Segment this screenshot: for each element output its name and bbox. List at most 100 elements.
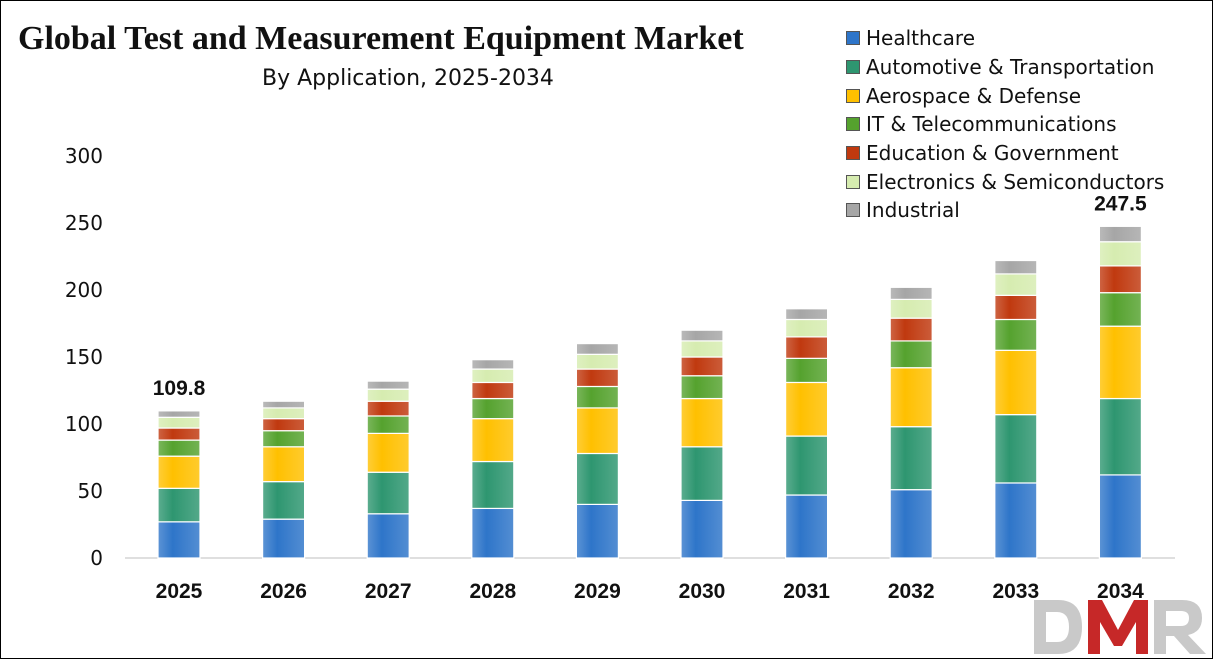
x-tick-label: 2027 <box>365 580 412 603</box>
bar-segment <box>1098 325 1143 400</box>
chart-subtitle: By Application, 2025-2034 <box>262 66 554 91</box>
bar-segment <box>994 273 1038 296</box>
legend-item: Education & Government <box>846 139 1164 168</box>
dmr-logo <box>1034 600 1206 654</box>
legend-label: Electronics & Semiconductors <box>866 169 1165 194</box>
bar-segment <box>366 380 410 390</box>
bar-segment <box>471 397 515 420</box>
bar-segment <box>784 435 829 496</box>
legend-swatch <box>846 31 860 46</box>
x-tick-label: 2033 <box>992 580 1039 603</box>
bar-segment <box>784 381 829 437</box>
bar-segment <box>994 349 1038 416</box>
bar-segment <box>575 503 620 559</box>
bar-segment <box>471 507 515 559</box>
y-tick-label: 150 <box>65 345 103 369</box>
bar-segment <box>680 329 724 342</box>
bar-segment <box>994 482 1038 559</box>
x-tick-label: 2026 <box>260 580 307 603</box>
bar-segment <box>262 400 306 409</box>
bar-segment <box>262 481 306 520</box>
bar-segment <box>784 494 829 559</box>
bar-segment <box>1098 241 1143 267</box>
legend-item: Automotive & Transportation <box>846 53 1164 82</box>
data-label: 109.8 <box>153 377 206 400</box>
bar-segment <box>784 357 829 384</box>
bar-segment <box>784 336 829 359</box>
bar-segment <box>575 407 620 455</box>
x-tick-label: 2029 <box>574 580 621 603</box>
y-tick-label: 300 <box>65 144 103 168</box>
bar-segment <box>680 397 724 448</box>
bar-segment <box>157 416 201 429</box>
x-tick-label: 2025 <box>156 580 203 603</box>
x-tick-label: 2034 <box>1097 580 1144 603</box>
bar-segment <box>366 400 410 417</box>
bar-segment <box>680 375 724 400</box>
bar-segment <box>889 340 933 369</box>
bar-segment <box>680 356 724 377</box>
bar-segment <box>1098 292 1143 327</box>
bar-segment <box>157 521 201 559</box>
legend-item: Aerospace & Defense <box>846 81 1164 110</box>
y-tick-label: 200 <box>65 278 103 302</box>
bar-segment <box>889 317 933 342</box>
bar-segment <box>262 430 306 448</box>
legend-swatch <box>846 88 860 103</box>
y-tick-label: 100 <box>65 412 103 436</box>
bar-segment <box>366 513 410 559</box>
legend-label: Automotive & Transportation <box>866 55 1155 80</box>
bar-segment <box>1098 265 1143 294</box>
bar-segment <box>575 385 620 409</box>
x-tick-label: 2031 <box>783 580 830 603</box>
legend: Healthcare Automotive & Transportation Aer… <box>846 24 1164 225</box>
legend-item: Healthcare <box>846 24 1164 53</box>
bar-segment <box>889 367 933 428</box>
legend-label: Healthcare <box>866 26 976 51</box>
data-label: 247.5 <box>1094 192 1147 215</box>
bar-segment <box>575 452 620 506</box>
bar-segment <box>680 446 724 501</box>
bar-segment <box>366 432 410 473</box>
bar-segment <box>575 343 620 355</box>
y-tick-label: 50 <box>78 479 103 503</box>
legend-swatch <box>846 174 860 189</box>
bar-segment <box>994 294 1038 321</box>
bar-segment <box>889 286 933 300</box>
legend-swatch <box>846 60 860 75</box>
bar-segment <box>575 368 620 388</box>
bar-segment <box>994 318 1038 351</box>
legend-item: IT & Telecommunications <box>846 110 1164 139</box>
y-tick-label: 0 <box>90 546 103 570</box>
bar-segment <box>680 340 724 358</box>
bar-segment <box>994 259 1038 275</box>
bar-segment <box>784 308 829 321</box>
legend-item: Industrial <box>846 196 1164 225</box>
chart-title: Global Test and Measurement Equipment Ma… <box>18 20 744 57</box>
x-tick-label: 2030 <box>679 580 726 603</box>
bar-segment <box>575 353 620 370</box>
bar-segment <box>471 460 515 510</box>
legend-label: Aerospace & Defense <box>866 83 1082 108</box>
bar-segment <box>471 381 515 400</box>
bar-segment <box>1098 225 1143 243</box>
bar-segment <box>1098 474 1143 559</box>
bar-segment <box>784 318 829 338</box>
legend-swatch <box>846 117 860 132</box>
bar-segment <box>157 427 201 441</box>
x-tick-label: 2028 <box>469 580 516 603</box>
bar-segment <box>366 471 410 515</box>
bar-segment <box>1098 397 1143 476</box>
bar-segment <box>680 499 724 559</box>
bar-segment <box>157 487 201 523</box>
legend-label: Industrial <box>866 198 960 223</box>
legend-label: IT & Telecommunications <box>866 112 1117 137</box>
bar-segment <box>889 298 933 319</box>
bar-segment <box>157 439 201 457</box>
bar-segment <box>262 446 306 483</box>
legend-swatch <box>846 203 860 218</box>
legend-item: Electronics & Semiconductors <box>846 167 1164 196</box>
bar-segment <box>889 489 933 559</box>
bar-segment <box>262 407 306 420</box>
